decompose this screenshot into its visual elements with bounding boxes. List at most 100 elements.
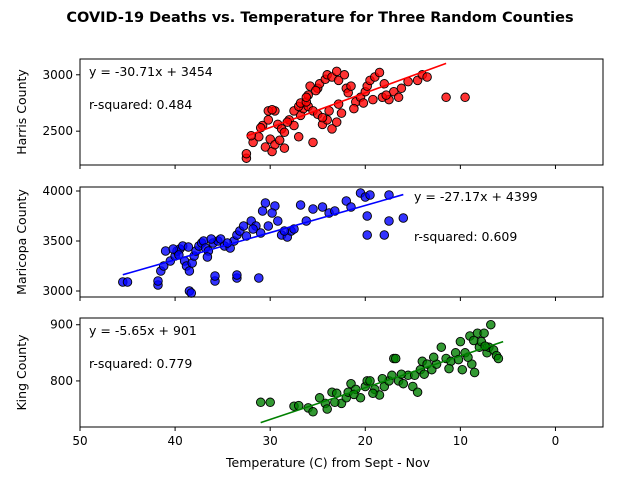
data-point xyxy=(365,190,375,200)
data-point xyxy=(365,376,375,386)
x-tick-label: 0 xyxy=(552,434,560,448)
regression-line xyxy=(246,62,447,137)
data-point xyxy=(257,206,268,216)
y-axis-label: King County xyxy=(14,334,29,411)
plot-frame xyxy=(79,186,604,298)
data-point xyxy=(333,75,344,86)
panels-layer: 2500 3000 Harris County y = -30.71x + 3454 r… xyxy=(14,58,604,448)
scatter-series xyxy=(255,319,504,417)
data-point xyxy=(428,352,439,363)
data-point xyxy=(273,216,283,226)
data-point xyxy=(122,277,133,287)
data-point xyxy=(493,353,504,364)
y-tick-label: 3000 xyxy=(42,284,73,298)
data-point xyxy=(293,132,304,142)
r-squared-label: r-squared: 0.609 xyxy=(414,229,517,244)
data-point xyxy=(362,230,372,240)
data-point xyxy=(255,397,266,408)
data-point xyxy=(412,387,423,397)
plot-frame xyxy=(79,58,604,166)
data-point xyxy=(295,200,306,210)
x-tick-label: 50 xyxy=(72,434,87,448)
data-point xyxy=(368,94,378,105)
data-point xyxy=(260,198,271,208)
data-point xyxy=(186,288,197,298)
data-point xyxy=(479,328,489,338)
r-squared-label: r-squared: 0.484 xyxy=(89,97,192,112)
data-point xyxy=(398,213,409,223)
data-point xyxy=(238,221,249,231)
data-point xyxy=(267,104,277,115)
regression-line xyxy=(260,340,504,424)
data-point xyxy=(206,234,216,244)
data-point xyxy=(263,221,274,231)
y-axis-label: Maricopa County xyxy=(14,189,29,295)
data-point xyxy=(436,342,447,352)
panel-3: 800 900 50 40 30 20 10 0 King County y = -5.65x +… xyxy=(14,317,604,448)
scatter-series xyxy=(118,188,409,298)
data-point xyxy=(468,335,479,346)
data-point xyxy=(308,137,318,148)
data-point xyxy=(184,266,195,276)
data-point xyxy=(232,270,242,280)
y-tick-label: 4000 xyxy=(42,184,73,198)
x-tick-label: 40 xyxy=(167,434,182,448)
data-point xyxy=(349,103,359,114)
data-point xyxy=(265,397,275,408)
data-point xyxy=(202,252,213,262)
data-point xyxy=(153,276,163,286)
data-point xyxy=(279,143,290,153)
data-point xyxy=(396,83,407,94)
data-point xyxy=(419,369,429,379)
y-axis-label: Harris County xyxy=(14,69,29,155)
data-point xyxy=(444,363,454,374)
data-point xyxy=(390,353,401,364)
chart-title: COVID-19 Deaths vs. Temperature for Thre… xyxy=(66,10,573,26)
regression-line xyxy=(122,193,404,276)
data-point xyxy=(317,202,328,212)
data-point xyxy=(457,364,468,375)
x-axis-label: Temperature (C) from Sept - Nov xyxy=(225,455,431,470)
x-tick-label: 30 xyxy=(263,434,278,448)
plot-frame xyxy=(79,317,604,428)
data-point xyxy=(254,273,264,283)
data-point xyxy=(279,127,290,138)
data-point xyxy=(308,204,318,214)
y-tick-label: 900 xyxy=(50,318,73,332)
data-point xyxy=(311,85,321,96)
data-point xyxy=(379,230,390,240)
r-squared-label: r-squared: 0.779 xyxy=(89,356,192,371)
data-point xyxy=(317,112,328,123)
data-point xyxy=(322,404,332,414)
data-point xyxy=(301,92,312,103)
data-point xyxy=(374,67,385,78)
y-tick-label: 3000 xyxy=(42,68,73,82)
data-point xyxy=(248,224,258,234)
data-point xyxy=(336,108,347,118)
data-point xyxy=(362,211,372,221)
data-point xyxy=(274,135,285,145)
data-point xyxy=(469,367,480,378)
data-point xyxy=(260,142,271,152)
data-point xyxy=(183,242,194,252)
data-point xyxy=(393,92,404,103)
data-point xyxy=(210,271,220,281)
regression-equation: y = -27.17x + 4399 xyxy=(414,189,538,204)
data-point xyxy=(460,92,470,103)
data-point xyxy=(441,92,451,103)
data-point xyxy=(331,117,342,127)
data-point xyxy=(486,319,496,330)
panel-1: 2500 3000 Harris County y = -30.71x + 3454 r… xyxy=(14,58,604,169)
panel-2: 3000 3500 4000 Maricopa County y = -27.17x +… xyxy=(14,184,604,301)
data-point xyxy=(455,336,466,347)
data-point xyxy=(422,72,432,82)
regression-equation: y = -30.71x + 3454 xyxy=(89,64,213,79)
data-point xyxy=(331,66,342,77)
data-point xyxy=(327,124,337,134)
data-point xyxy=(263,115,274,125)
x-tick-label: 10 xyxy=(453,434,468,448)
data-point xyxy=(241,148,252,159)
regression-equation: y = -5.65x + 901 xyxy=(89,323,197,338)
